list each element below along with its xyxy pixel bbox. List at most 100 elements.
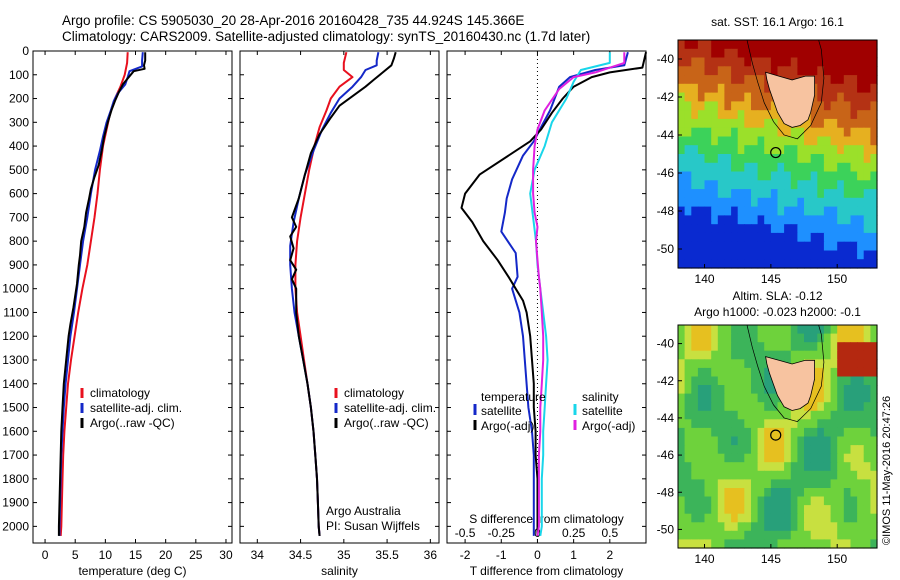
sst_map-cell (684, 92, 692, 102)
sla_map-cell (837, 470, 845, 480)
sla_map-cell (731, 342, 739, 352)
sst_map-cell (837, 92, 845, 102)
sst_map-cell (704, 145, 712, 155)
sst_map-cell (810, 206, 818, 216)
copyright-side-label: ©IMOS 11-May-2016 20:47:26 (881, 396, 893, 545)
sst_map-cell (837, 57, 845, 67)
sla_map-cell (731, 359, 739, 369)
sst_map-cell (684, 66, 692, 76)
sst_map-cell (751, 241, 759, 252)
sla_map-cell (751, 470, 759, 480)
sst_map-cell (784, 127, 792, 138)
sst_map-cell (744, 250, 752, 260)
sst_map-cell (804, 224, 812, 234)
sst_map-cell (731, 66, 739, 76)
sla_map-cell (810, 393, 818, 403)
salinity-xtick-label: 35.5 (375, 548, 399, 562)
sla_map-cell (731, 436, 739, 446)
sla_map-cell (691, 445, 699, 455)
sst_map-cell (804, 127, 812, 138)
sst_map-cell (863, 127, 871, 138)
sla_map-cell (797, 462, 805, 472)
sla_map-cell (704, 350, 712, 360)
sla_map-cell (810, 505, 818, 515)
title-line-2: Climatology: CARS2009. Satellite-adjuste… (62, 29, 591, 44)
sla_map-cell (737, 350, 745, 360)
salinity-xtick-label: 34 (251, 548, 265, 562)
sst_map-cell (770, 145, 779, 155)
sla_map-cell (870, 453, 878, 463)
sla_map-cell (830, 539, 838, 549)
sla_map-cell (850, 436, 858, 446)
sst_map-cell (863, 75, 871, 85)
sst_map-cell (764, 145, 772, 155)
sla_map-cell (737, 419, 745, 429)
sla_map-cell (678, 530, 686, 540)
sla_map-cell (751, 333, 759, 343)
difference-legend-temperature-heading: temperature (481, 390, 546, 404)
sst_map-cell (790, 127, 798, 138)
sla_map-cell (837, 333, 845, 343)
sla_map-cell (790, 333, 798, 343)
sst_map-cell (717, 171, 725, 181)
sla_map-cell (843, 325, 851, 335)
sla_map-cell (837, 410, 845, 420)
sla_map-cell (684, 496, 692, 506)
sst_map-cell (790, 224, 798, 234)
sst_map-cell (731, 40, 739, 50)
sst_map-cell (810, 189, 818, 199)
sla_map-cell (704, 522, 712, 532)
sla_map-cell (823, 393, 832, 403)
sst_map-cell (870, 118, 878, 129)
sla_map-cell (704, 539, 712, 549)
sst_map-cell (691, 110, 699, 120)
salinity-legend-label: satellite-adj. clim. (344, 401, 436, 415)
sla_map-cell (850, 470, 858, 480)
sla_map-cell (717, 513, 725, 523)
sst_map-cell (744, 75, 752, 85)
sst_map-cell (704, 83, 712, 94)
sst_map-cell (737, 136, 745, 146)
sla_map-cell (751, 522, 759, 532)
sla_map-cell (711, 419, 719, 429)
temperature-series-argo-raw-qc- (57, 52, 147, 536)
sst_map-cell (751, 127, 759, 138)
sla_map-cell (830, 530, 838, 540)
sla_map-cell (764, 325, 772, 335)
sla_map-cell (711, 359, 719, 369)
sst_map-cell (850, 40, 858, 50)
sla_map-cell (717, 436, 725, 446)
difference-series-temperature-argo (460, 51, 647, 536)
sst_map-cell (711, 215, 719, 225)
sst_map-cell (751, 232, 759, 243)
sla_map-cell (691, 402, 699, 412)
sst_map-cell (691, 127, 699, 138)
sst_map-cell (704, 136, 712, 146)
sst_map-cell (837, 171, 845, 181)
sst_map-cell (678, 250, 686, 260)
sla_map-cell (857, 376, 865, 386)
sla_map-cell (810, 445, 818, 455)
sla_map-cell (751, 385, 759, 395)
sla_map-cell (678, 402, 686, 412)
ytick-label: 1600 (2, 424, 29, 438)
sla_map-cell (724, 393, 732, 403)
sst_map-cell (684, 250, 692, 260)
sst_map-cell (797, 197, 805, 208)
sla_map-cell (737, 445, 745, 455)
sst_map-cell (823, 232, 832, 243)
sst_map-cell (823, 241, 832, 252)
sla_map-cell (830, 393, 838, 403)
ytick-label: 400 (9, 139, 29, 153)
sla_map-cell (777, 479, 785, 489)
sst_map-cell (704, 127, 712, 138)
sla_map-cell (810, 488, 818, 498)
sst_map-cell (817, 241, 825, 252)
sst_map-cell (830, 206, 838, 216)
sst_map-cell (870, 206, 878, 216)
sst_map-cell (837, 215, 845, 225)
sst_map-cell (704, 180, 712, 190)
sst_map-cell (717, 136, 725, 146)
salinity-annotation-org: Argo Australia (326, 504, 401, 518)
sst_map-cell (784, 145, 792, 155)
